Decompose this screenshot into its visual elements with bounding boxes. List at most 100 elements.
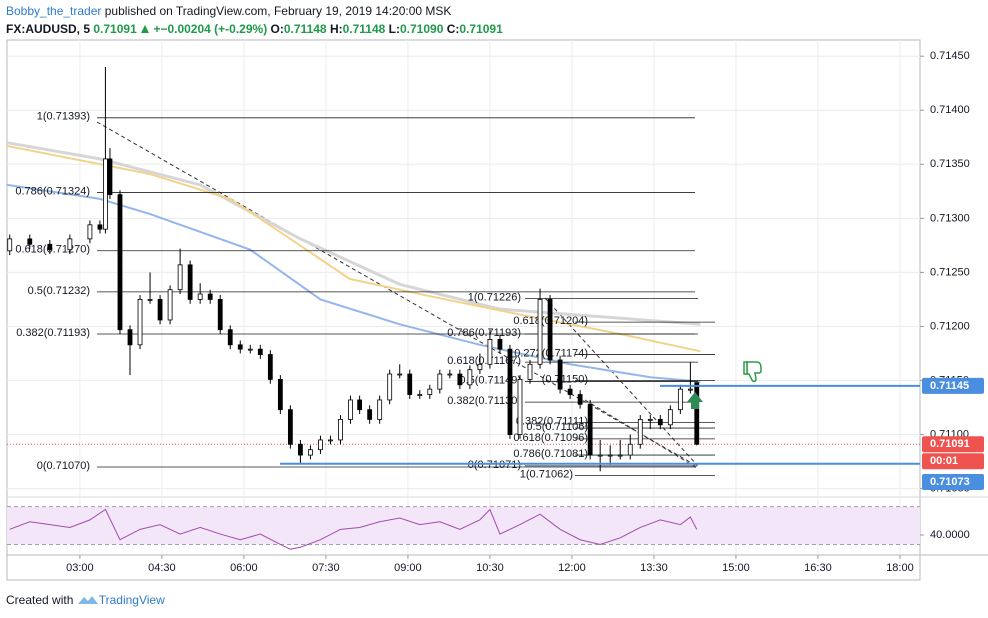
- candle-body: [137, 299, 143, 346]
- candle-body: [447, 373, 453, 376]
- l-value: 0.71090: [400, 22, 444, 36]
- fib-label: 1(0.71062): [520, 469, 573, 481]
- x-tick-label: 16:30: [804, 562, 832, 574]
- candle-body: [328, 439, 333, 442]
- symbol: FX:AUDUSD, 5: [6, 22, 91, 36]
- candle-body: [487, 339, 493, 365]
- grid: [7, 40, 920, 555]
- thumb-down-icon: [743, 361, 762, 383]
- x-tick-label: 03:00: [66, 562, 94, 574]
- fib-label: 0.618(0.71096): [513, 432, 588, 444]
- x-tick-label: 15:00: [722, 562, 750, 574]
- rsi-band-fill: [7, 506, 920, 545]
- y-tick-label: 0.71300: [930, 212, 970, 224]
- l-label: L:: [388, 22, 400, 36]
- candle-body: [197, 293, 203, 300]
- candle-body: [617, 454, 623, 457]
- frame: [6, 39, 921, 581]
- fib-label: 0(0.71071): [468, 459, 521, 471]
- fib-label: 0(0.71070): [37, 460, 90, 472]
- candle-body: [517, 379, 523, 435]
- last-price-label: 0.71091: [930, 438, 970, 450]
- fib-label: 0.786(0.71081): [513, 448, 588, 460]
- y-tick-label: 0.71450: [930, 50, 970, 62]
- fib-label: 0.786(0.71193): [447, 327, 521, 339]
- candle-body: [687, 388, 693, 391]
- candle-body: [497, 339, 503, 350]
- candle-body: [387, 373, 393, 401]
- created-with: Created with: [6, 593, 74, 607]
- candle-body: [647, 419, 653, 421]
- y-tick-label: 0.71200: [930, 320, 970, 332]
- last-price-box: [922, 436, 984, 453]
- candle-body: [277, 379, 283, 411]
- candle-body: [117, 194, 123, 331]
- candle-body: [107, 158, 113, 195]
- axes: 03:00 04:30 06:00 07:30 09:00 10:30 12:00 13:30…: [66, 50, 984, 574]
- x-tick-label: 13:30: [640, 562, 668, 574]
- symbol-line: FX:AUDUSD, 5 0.71091 +−0.00204 (+-0.29%)…: [6, 22, 503, 36]
- candle-body: [657, 419, 663, 426]
- countdown-label: 00:01: [930, 455, 958, 467]
- price-line-box: [922, 474, 984, 490]
- candle-body: [357, 399, 363, 411]
- fib-label: 1(0.71226): [468, 291, 521, 303]
- candle-body: [318, 439, 323, 451]
- candle-body: [367, 409, 373, 420]
- candle-body: [677, 388, 683, 411]
- candle-body: [87, 224, 93, 240]
- fib-label: 0.786(0.71324): [15, 185, 90, 197]
- candle-body: [694, 382, 700, 445]
- fib-label: 0.5(0.71232): [28, 285, 90, 297]
- c-value: 0.71091: [459, 22, 503, 36]
- candle-body: [147, 299, 153, 301]
- price-pane: 1(0.71393) 0.786(0.71324) 0.618(0.71270) 0.…: [6, 67, 920, 481]
- o-label: O:: [270, 22, 284, 36]
- fib-label: 0.618(0.71270): [15, 244, 90, 256]
- candle-body: [577, 394, 583, 405]
- rsi-tick-label: 40.0000: [930, 529, 970, 541]
- x-tick-label: 06:00: [230, 562, 258, 574]
- fib-label: 0.382(0.71111): [516, 416, 588, 428]
- candle-body: [627, 443, 633, 456]
- trend-dashed: [96, 121, 696, 466]
- price-line-label: 0.71073: [930, 476, 970, 488]
- y-tick-label: 0.71350: [930, 158, 970, 170]
- candle-body: [667, 409, 673, 426]
- candle-body: [308, 449, 313, 456]
- author[interactable]: Bobby_the_trader: [6, 4, 102, 18]
- candle-body: [637, 419, 643, 445]
- candle-body: [507, 348, 513, 435]
- candle-body: [527, 363, 533, 380]
- candle-body: [47, 243, 53, 251]
- candle-body: [297, 443, 303, 456]
- header-line: Bobby_the_trader published on TradingVie…: [6, 4, 451, 18]
- x-tick-label: 07:30: [312, 562, 340, 574]
- candle-body: [287, 409, 293, 445]
- candle-body: [187, 264, 193, 300]
- candle-body: [207, 293, 213, 300]
- candle-body: [597, 454, 603, 457]
- candle-body: [477, 363, 483, 371]
- brand[interactable]: TradingView: [98, 593, 165, 607]
- price-line-label: 0.71145: [930, 380, 969, 392]
- candle-body: [177, 264, 183, 291]
- moving-average: [6, 183, 701, 383]
- x-tick-label: 12:00: [558, 562, 586, 574]
- moving-average: [6, 144, 701, 353]
- candle-body: [427, 388, 433, 395]
- candle-body: [157, 299, 163, 321]
- price-line-box: [922, 377, 984, 394]
- candle-body: [27, 238, 33, 245]
- fib-label: 0.382(0.71193): [16, 327, 90, 339]
- candle-body: [97, 224, 103, 230]
- candle-body: [338, 419, 343, 441]
- fib-label: 0.5(0.71149): [459, 374, 521, 386]
- candle-body: [437, 373, 443, 390]
- x-tick-label: 04:30: [148, 562, 176, 574]
- candle-body: [607, 454, 613, 457]
- chart: 1(0.71393) 0.786(0.71324) 0.618(0.71270) 0.…: [6, 39, 988, 581]
- candle-body: [103, 158, 108, 230]
- last: 0.71091: [93, 22, 137, 36]
